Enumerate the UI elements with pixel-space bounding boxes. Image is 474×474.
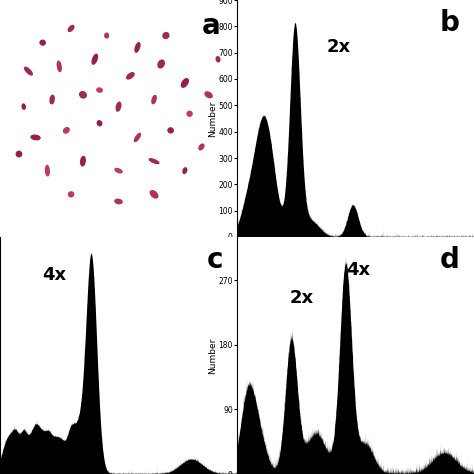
Ellipse shape (97, 88, 102, 92)
Ellipse shape (135, 43, 140, 52)
Text: c: c (206, 246, 223, 274)
Ellipse shape (97, 121, 102, 126)
Ellipse shape (187, 111, 192, 116)
Ellipse shape (80, 91, 86, 98)
Ellipse shape (216, 57, 220, 62)
Ellipse shape (205, 92, 212, 98)
Ellipse shape (163, 33, 169, 38)
Ellipse shape (105, 33, 109, 38)
Ellipse shape (115, 169, 122, 173)
Ellipse shape (46, 165, 49, 176)
Ellipse shape (150, 191, 158, 198)
Ellipse shape (92, 55, 98, 64)
Ellipse shape (127, 73, 134, 79)
Ellipse shape (64, 128, 69, 133)
Ellipse shape (16, 151, 22, 157)
Ellipse shape (25, 67, 32, 75)
Ellipse shape (40, 40, 46, 45)
Ellipse shape (135, 133, 140, 142)
Y-axis label: Number: Number (208, 100, 217, 137)
X-axis label: Channels (FL2-A): Channels (FL2-A) (317, 252, 394, 261)
Text: 2x: 2x (289, 289, 313, 307)
Text: d: d (440, 246, 460, 274)
Ellipse shape (68, 26, 74, 31)
Ellipse shape (69, 192, 73, 197)
Ellipse shape (149, 159, 159, 164)
Ellipse shape (168, 128, 173, 133)
Text: 2x: 2x (327, 38, 351, 56)
Text: 4x: 4x (43, 265, 67, 283)
Ellipse shape (81, 156, 85, 166)
Ellipse shape (57, 61, 61, 72)
Text: b: b (440, 9, 460, 37)
Ellipse shape (31, 135, 40, 140)
Y-axis label: Number: Number (208, 337, 217, 374)
Ellipse shape (50, 95, 54, 104)
Ellipse shape (152, 95, 156, 104)
Text: a: a (201, 12, 220, 40)
Ellipse shape (158, 60, 164, 68)
Ellipse shape (183, 168, 187, 173)
Ellipse shape (115, 199, 122, 204)
Ellipse shape (116, 102, 121, 111)
Ellipse shape (22, 104, 25, 109)
Ellipse shape (182, 79, 188, 87)
Text: 4x: 4x (346, 261, 370, 279)
Ellipse shape (199, 144, 204, 150)
